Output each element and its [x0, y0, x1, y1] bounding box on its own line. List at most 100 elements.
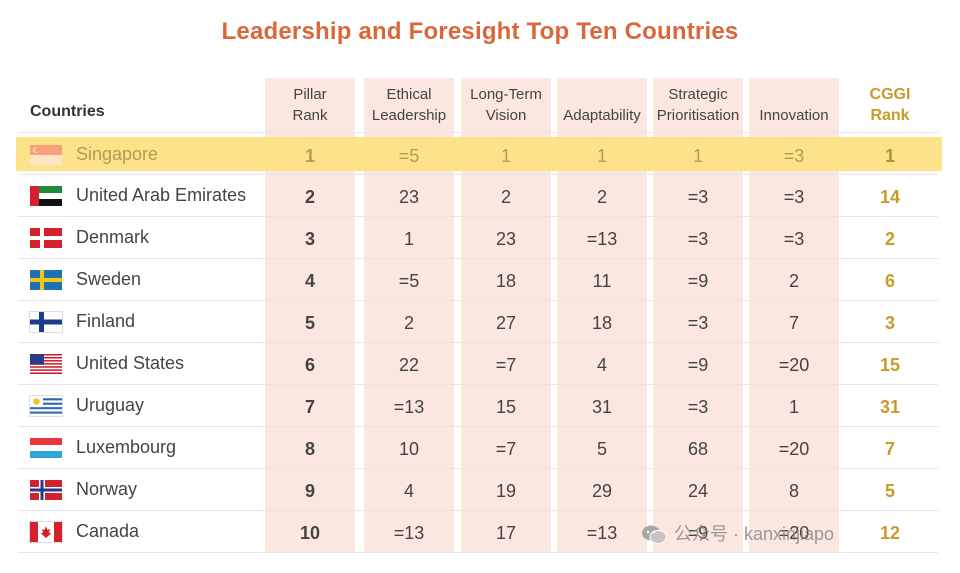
cell-longterm: =7: [495, 439, 517, 459]
header-line-1: Strategic: [668, 86, 728, 103]
cell-adapt: 29: [591, 481, 613, 501]
cell-adapt: 5: [596, 439, 607, 459]
country-name: Finland: [76, 311, 136, 331]
row-divider: [18, 384, 938, 385]
table-row: Canada 10 =13 17 =13 =9 =20 12: [0, 511, 960, 553]
cell-ethical: 1: [403, 229, 414, 249]
cell-pillar: 10: [299, 523, 321, 543]
table-row: Uruguay 7 =13 15 31 =3 1 31: [0, 385, 960, 427]
cell-innov: =3: [783, 146, 805, 166]
row-divider: [18, 510, 938, 511]
header-line-2: Adaptability: [563, 107, 641, 124]
cell-innov: 8: [788, 481, 799, 501]
cell-ethical: 2: [403, 313, 414, 333]
cell-strategic: 1: [692, 146, 703, 166]
highlight-row-singapore: [16, 137, 942, 171]
header-longterm: Long-Term Vision: [458, 84, 554, 126]
cell-longterm: 2: [500, 187, 511, 207]
cell-ethical: 10: [398, 439, 420, 459]
sweden-flag: [30, 270, 62, 290]
table-row: United States 6 22 =7 4 =9 =20 15: [0, 343, 960, 385]
cell-pillar: 2: [304, 187, 315, 207]
row-divider: [18, 468, 938, 469]
watermark-text: 公众号 · kanxinjiapo: [674, 524, 835, 544]
table-row: Finland 5 2 27 18 =3 7 3: [0, 301, 960, 343]
cell-strategic: =9: [687, 355, 709, 375]
cell-longterm: 15: [495, 397, 517, 417]
singapore-flag: [30, 145, 62, 165]
header-line-2: Prioritisation: [656, 107, 740, 124]
cell-ethical: 23: [398, 187, 420, 207]
cell-innov: 7: [788, 313, 799, 333]
header-line-1: [552, 84, 652, 105]
cell-ethical: =5: [398, 271, 420, 291]
cell-adapt: 4: [596, 355, 607, 375]
cell-strategic: 24: [687, 481, 709, 501]
cell-ethical: =13: [393, 397, 425, 417]
header-line-1: Ethical: [386, 86, 432, 103]
cell-adapt: =13: [586, 523, 618, 543]
country-name: Singapore: [76, 144, 159, 164]
table-row: Sweden 4 =5 18 11 =9 2 6: [0, 259, 960, 301]
usa-flag: [30, 354, 62, 374]
country-name: Sweden: [76, 269, 142, 289]
finland-flag: [29, 311, 63, 333]
cell-innov: =3: [783, 229, 805, 249]
cell-longterm: 23: [495, 229, 517, 249]
row-divider: [18, 258, 938, 259]
row-divider: [18, 552, 938, 553]
cell-adapt: 18: [591, 313, 613, 333]
header-countries: Countries: [30, 103, 105, 120]
cell-innov: 1: [788, 397, 799, 417]
cell-ethical: =13: [393, 523, 425, 543]
country-name: Denmark: [76, 227, 150, 247]
cell-pillar: 1: [304, 146, 315, 166]
cell-adapt: 31: [591, 397, 613, 417]
row-divider: [18, 216, 938, 217]
cell-pillar: 7: [304, 397, 315, 417]
header-line-2: Rank: [870, 107, 910, 124]
cell-pillar: 3: [304, 229, 315, 249]
cell-longterm: =7: [495, 355, 517, 375]
cell-strategic: =3: [687, 397, 709, 417]
cell-longterm: 19: [495, 481, 517, 501]
cell-pillar: 5: [304, 313, 315, 333]
table-row: Denmark 3 1 23 =13 =3 =3 2: [0, 217, 960, 259]
wechat-icon: [642, 525, 667, 545]
cell-innov: =3: [783, 187, 805, 207]
chart-title: Leadership and Foresight Top Ten Countri…: [221, 18, 739, 45]
cell-cggi: 1: [884, 146, 895, 166]
row-divider: [18, 426, 938, 427]
luxembourg-flag: [30, 438, 62, 458]
cell-cggi: 2: [884, 229, 895, 249]
uruguay-flag: [29, 395, 63, 417]
cell-strategic: 68: [687, 439, 709, 459]
header-line-2: Leadership: [371, 107, 447, 124]
cell-pillar: 8: [304, 439, 315, 459]
country-name: United States: [76, 353, 185, 373]
cell-cggi: 7: [884, 439, 895, 459]
table-row: Luxembourg 8 10 =7 5 68 =20 7: [0, 427, 960, 469]
cell-cggi: 6: [884, 271, 895, 291]
denmark-flag: [30, 228, 62, 248]
cell-cggi: 12: [879, 523, 901, 543]
cell-ethical: 4: [403, 481, 414, 501]
cell-cggi: 15: [879, 355, 901, 375]
header-innov: Innovation: [746, 84, 842, 126]
cell-adapt: 1: [596, 146, 607, 166]
table-row: Singapore 1 =5 1 1 1 =3 1: [0, 134, 960, 176]
cell-ethical: 22: [398, 355, 420, 375]
cell-cggi: 5: [884, 481, 895, 501]
cell-adapt: =13: [586, 229, 618, 249]
cell-innov: =20: [778, 523, 810, 543]
cell-cggi: 3: [884, 313, 895, 333]
row-divider: [18, 300, 938, 301]
cell-pillar: 4: [304, 271, 315, 291]
uae-flag: [30, 186, 62, 206]
row-divider: [18, 174, 938, 175]
cell-strategic: =9: [687, 271, 709, 291]
header-line-1: CGGI: [869, 86, 911, 103]
header-cggi: CGGI Rank: [842, 84, 938, 126]
cell-innov: =20: [778, 439, 810, 459]
cell-pillar: 9: [304, 481, 315, 501]
